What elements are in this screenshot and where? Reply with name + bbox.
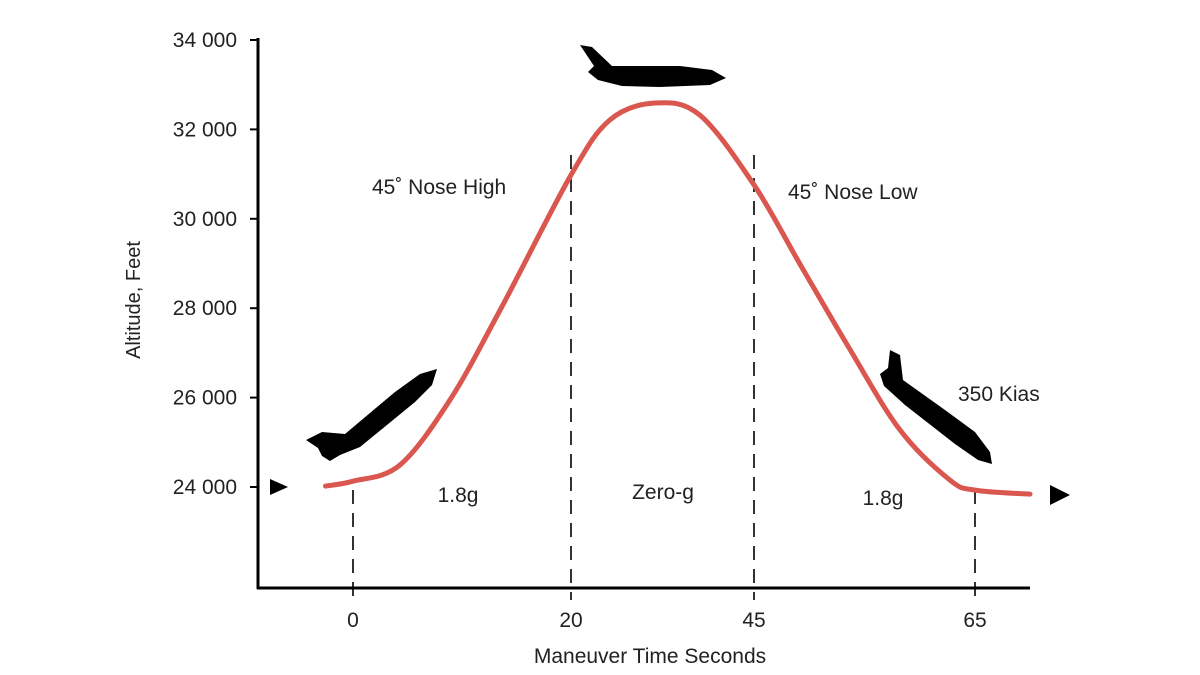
y-tick-label: 34 000 (173, 29, 237, 52)
entry-arrow-icon (270, 479, 288, 495)
annotation-zero-g: Zero-g (632, 481, 694, 504)
airplane-top-icon (580, 45, 726, 87)
y-tick-label: 26 000 (173, 387, 237, 410)
y-axis-label: Altitude, Feet (123, 241, 145, 359)
airplane-diving-icon (880, 350, 992, 464)
x-tick-label: 45 (742, 609, 765, 632)
annotation-speed: 350 Kias (958, 383, 1040, 406)
airplane-climbing-icon (306, 369, 437, 461)
axes (256, 38, 1030, 590)
x-tick-label: 20 (559, 609, 582, 632)
annotation-nose-high: 45˚ Nose High (372, 176, 506, 199)
y-tick-label: 24 000 (173, 476, 237, 499)
y-tick-label: 30 000 (173, 208, 237, 231)
exit-arrow-icon (1050, 485, 1070, 505)
x-axis-label: Maneuver Time Seconds (534, 645, 766, 668)
annotation-nose-low: 45˚ Nose Low (788, 181, 918, 204)
x-tick-label: 65 (963, 609, 986, 632)
trajectory-line (322, 100, 1033, 497)
annotation-1-8g-pullout: 1.8g (863, 487, 904, 510)
y-tick-label: 28 000 (173, 297, 237, 320)
y-tick-label: 32 000 (173, 118, 237, 141)
x-tick-label: 0 (347, 609, 359, 632)
annotation-1-8g-pullup: 1.8g (438, 484, 479, 507)
